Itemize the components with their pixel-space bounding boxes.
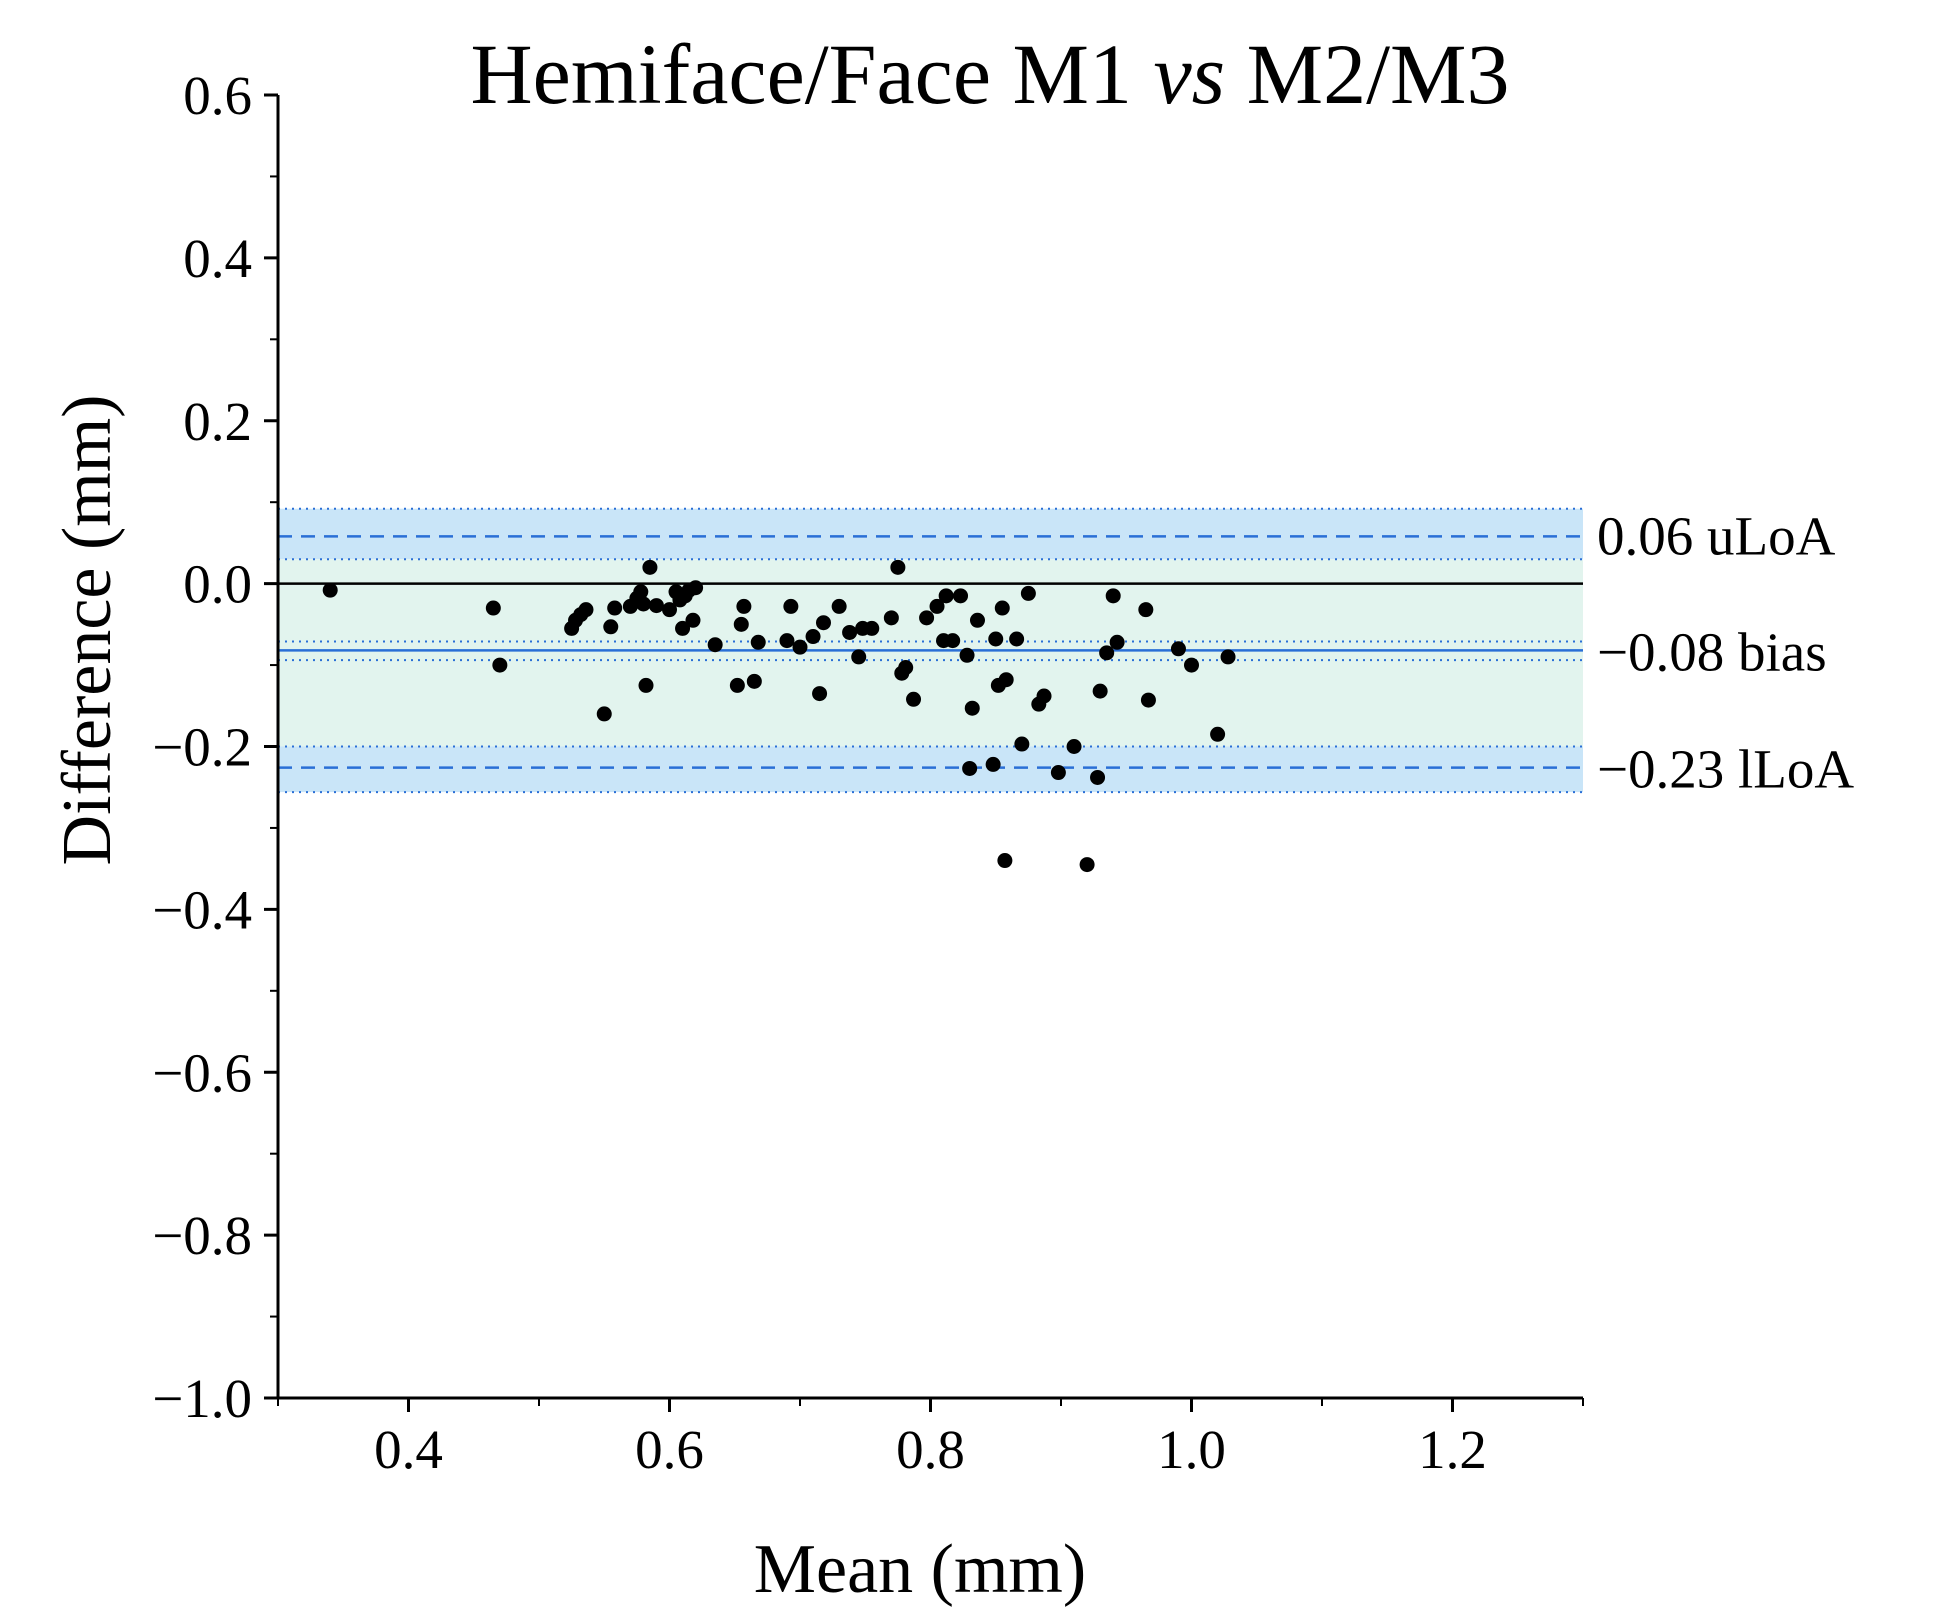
- data-point: [998, 672, 1014, 688]
- data-point: [1220, 649, 1236, 665]
- data-point: [1105, 588, 1121, 604]
- x-tick-label: 0.4: [374, 1419, 443, 1480]
- data-point: [779, 633, 795, 649]
- data-point: [1092, 683, 1108, 699]
- data-point: [607, 600, 623, 616]
- data-point: [1109, 634, 1125, 650]
- data-point: [675, 620, 691, 636]
- y-tick-label: −0.2: [152, 717, 252, 778]
- data-point: [1009, 631, 1025, 647]
- data-point: [1210, 726, 1226, 742]
- y-tick-label: 0.4: [183, 228, 252, 289]
- reference-lines: [278, 507, 1583, 794]
- data-point: [792, 639, 808, 655]
- data-point: [1138, 602, 1154, 618]
- data-point: [898, 660, 914, 676]
- x-tick-label: 0.6: [635, 1419, 704, 1480]
- data-point: [938, 588, 954, 604]
- data-point: [1014, 736, 1030, 752]
- data-point: [906, 691, 922, 707]
- data-point: [929, 598, 945, 614]
- data-point: [685, 612, 701, 628]
- y-tick-label: −0.4: [152, 879, 252, 940]
- data-point: [746, 673, 762, 689]
- data-point: [1036, 688, 1052, 704]
- data-point: [638, 677, 654, 693]
- chart-title: Hemiface/Face M1 vs M2/M3: [471, 26, 1510, 122]
- y-tick-label: 0.6: [183, 65, 252, 126]
- data-point: [485, 600, 501, 616]
- data-point: [1020, 585, 1036, 601]
- data-point: [633, 584, 649, 600]
- data-point: [953, 588, 969, 604]
- data-point: [985, 756, 1001, 772]
- y-tick-label: 0.2: [183, 391, 252, 452]
- data-point: [492, 657, 508, 673]
- data-point: [1140, 692, 1156, 708]
- data-point: [578, 602, 594, 618]
- data-point: [729, 677, 745, 693]
- data-point: [662, 602, 677, 618]
- lower-loa-ci-band: [278, 746, 1583, 793]
- data-point: [805, 629, 821, 645]
- lower-loa-label: −0.23 lLoA: [1597, 739, 1854, 800]
- upper-loa-label: 0.06 uLoA: [1597, 505, 1836, 566]
- data-point: [962, 760, 978, 776]
- data-point: [1050, 765, 1066, 781]
- data-point: [1079, 857, 1095, 873]
- data-point: [322, 582, 338, 598]
- data-points: [322, 559, 1236, 873]
- x-axis-ticks: 0.4 0.6 0.8 1.0 1.2: [277, 1398, 1584, 1480]
- data-point: [688, 580, 704, 596]
- y-tick-label: −0.6: [152, 1042, 252, 1103]
- data-point: [596, 706, 612, 722]
- data-point: [964, 700, 980, 716]
- data-point: [831, 598, 847, 614]
- data-point: [959, 647, 975, 663]
- data-point: [736, 598, 752, 614]
- data-point: [733, 616, 749, 632]
- x-tick-label: 1.0: [1157, 1419, 1226, 1480]
- data-point: [1099, 645, 1115, 661]
- y-tick-label: 0.0: [183, 554, 252, 615]
- data-point: [1184, 657, 1199, 673]
- data-point: [919, 610, 935, 626]
- y-axis-label: Difference (mm): [49, 395, 126, 866]
- data-point: [969, 612, 985, 628]
- data-point: [750, 634, 766, 650]
- data-point: [812, 686, 828, 702]
- y-tick-label: −0.8: [152, 1205, 252, 1266]
- upper-loa-ci-band: [278, 508, 1583, 560]
- data-point: [890, 559, 906, 575]
- y-tick-label: −1.0: [152, 1368, 252, 1429]
- data-point: [1066, 739, 1082, 754]
- data-point: [994, 600, 1010, 616]
- y-axis-ticks: 0.6 0.4 0.2 0.0 −0.2 −0.4 −0.6 −0.8 −1.0: [152, 65, 278, 1429]
- data-point: [603, 619, 619, 635]
- data-point: [1170, 641, 1186, 657]
- data-point: [864, 620, 880, 636]
- x-tick-label: 1.2: [1418, 1419, 1487, 1480]
- data-point: [648, 598, 664, 614]
- data-point: [851, 649, 867, 665]
- data-point: [707, 637, 723, 653]
- x-axis-label: Mean (mm): [754, 1531, 1086, 1608]
- bias-label: −0.08 bias: [1597, 621, 1827, 682]
- data-point: [1090, 769, 1106, 785]
- data-point: [988, 631, 1004, 647]
- data-point: [997, 853, 1013, 869]
- data-point: [815, 615, 831, 631]
- x-tick-label: 0.8: [896, 1419, 965, 1480]
- data-point: [842, 624, 858, 640]
- data-point: [642, 559, 658, 575]
- data-point: [635, 596, 651, 612]
- agreement-band: [278, 559, 1583, 747]
- data-point: [883, 610, 899, 626]
- loa-bands: [278, 508, 1583, 793]
- data-point: [945, 633, 961, 649]
- data-point: [783, 598, 799, 614]
